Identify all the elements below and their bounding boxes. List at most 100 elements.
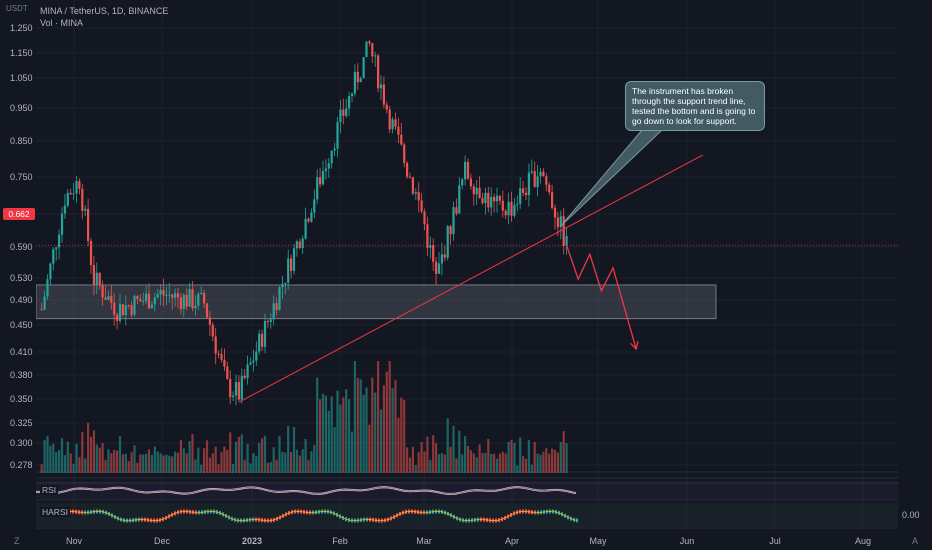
volume-bar	[310, 451, 313, 473]
volume-bar	[263, 435, 267, 473]
annotation-callout[interactable]: The instrument has broken through the su…	[625, 81, 765, 131]
candle-body	[475, 187, 478, 195]
symbol-title[interactable]: MINA / TetherUS, 1D, BINANCE	[40, 6, 169, 16]
candle-body	[182, 294, 185, 310]
candle-body	[252, 360, 255, 363]
candle-body	[324, 168, 327, 172]
volume-bar	[321, 393, 325, 473]
volume-bar	[133, 445, 136, 473]
candle-body	[551, 192, 554, 208]
price-tick-label: 1.250	[10, 23, 33, 33]
candle-body	[478, 187, 481, 198]
support-zone	[35, 284, 717, 320]
volume-bar	[130, 452, 133, 473]
candle-body	[365, 41, 368, 58]
rsi-band	[36, 481, 898, 499]
volume-bar	[281, 451, 284, 473]
volume-bar	[307, 460, 310, 473]
candle-body	[246, 364, 249, 379]
candle-body	[72, 193, 75, 195]
volume-bar	[150, 455, 153, 473]
volume-bar	[52, 443, 55, 473]
candle-body	[133, 296, 136, 315]
volume-bar	[217, 464, 220, 473]
volume-bar	[92, 430, 95, 473]
volume-bar	[530, 464, 533, 473]
volume-bar	[411, 446, 414, 473]
candle-body	[66, 192, 69, 206]
rsi-line	[35, 486, 577, 494]
volume-bar	[330, 396, 333, 473]
harsi-label[interactable]: HARSI	[40, 507, 70, 517]
volume-bar	[174, 451, 177, 473]
candle-body	[356, 71, 359, 83]
price-tick-label: 0.850	[10, 136, 33, 146]
candle-body	[101, 285, 104, 298]
volume-bar	[301, 449, 304, 473]
volume-bar	[374, 392, 377, 473]
candle-body	[165, 295, 168, 297]
candle-body	[301, 238, 304, 248]
candle-body	[171, 294, 174, 298]
candle-body	[374, 55, 377, 57]
candle-body	[84, 208, 87, 211]
candle-body	[542, 171, 545, 177]
candle-body	[545, 176, 548, 185]
candle-body	[255, 351, 258, 361]
volume-bar	[104, 459, 107, 473]
volume-bar	[510, 439, 513, 473]
candle-body	[179, 297, 182, 310]
volume-bar	[223, 446, 226, 473]
volume-bar	[536, 453, 539, 473]
volume-bar	[116, 450, 119, 473]
auto-scale-icon[interactable]: A	[912, 536, 919, 546]
candle-body	[292, 248, 296, 271]
candle-body	[345, 108, 348, 116]
volume-bar	[472, 453, 475, 473]
candle-body	[307, 218, 310, 222]
volume-legend[interactable]: Vol · MINA	[40, 18, 84, 28]
zoom-reset-icon[interactable]: Z	[14, 536, 20, 546]
candle-body	[191, 288, 194, 309]
volume-bar	[455, 458, 458, 473]
volume-bar	[168, 455, 171, 473]
volume-bar	[478, 444, 481, 473]
candle-body	[359, 78, 362, 83]
candle-body	[223, 359, 226, 367]
candle-body	[472, 186, 475, 195]
candle-body	[43, 296, 46, 310]
candle-body	[562, 216, 565, 246]
candle-body	[539, 171, 542, 177]
volume-bar	[545, 448, 548, 473]
candle-body	[516, 203, 519, 205]
candle-body	[226, 366, 229, 379]
volume-bar	[194, 459, 197, 473]
candle-body	[414, 192, 417, 194]
volume-bar	[533, 442, 536, 473]
rsi-label[interactable]: RSI	[40, 485, 59, 495]
volume-bar	[295, 449, 298, 473]
candle-body	[240, 375, 243, 400]
volume-bar	[553, 449, 557, 473]
volume-bar	[481, 453, 484, 473]
time-axis[interactable]: Nov Dec 2023 Feb Mar Apr May Jun Jul Aug	[66, 536, 871, 546]
volume-bar	[391, 388, 394, 473]
candle-body	[522, 188, 525, 193]
candle-body	[350, 93, 354, 97]
candle-body	[69, 192, 72, 195]
volume-bar	[388, 361, 391, 473]
volume-bar	[95, 444, 98, 473]
candle-body	[446, 226, 449, 258]
volume-bar	[197, 447, 200, 473]
time-tick-label: Apr	[505, 536, 519, 546]
volume-bar	[60, 438, 64, 473]
volume-bar	[458, 430, 461, 473]
time-tick-label: 2023	[242, 536, 262, 546]
price-axis[interactable]: 1.250 1.150 1.050 0.950 0.850 0.750 0.590 0.530…	[0, 0, 36, 550]
candle-body	[316, 177, 319, 200]
candle-body	[403, 144, 406, 163]
volume-bar	[501, 451, 504, 473]
volume-bar	[205, 440, 209, 473]
candle-body	[49, 263, 52, 280]
